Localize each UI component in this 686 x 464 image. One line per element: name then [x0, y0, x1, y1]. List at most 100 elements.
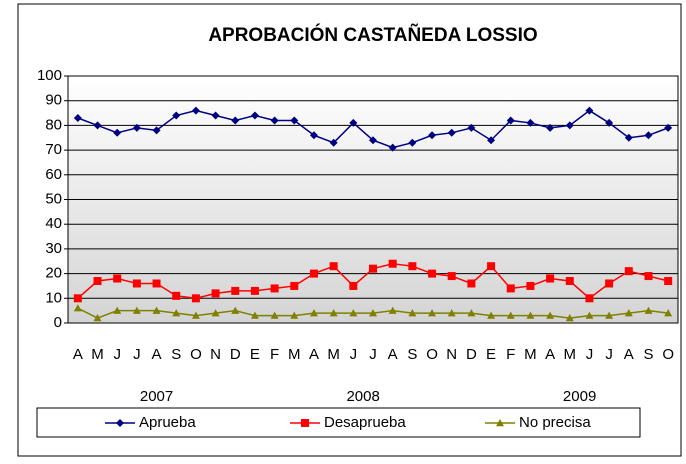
- marker: [546, 311, 555, 319]
- x-tick-label: M: [91, 346, 104, 363]
- x-tick-label: D: [466, 346, 477, 363]
- marker: [428, 309, 437, 317]
- marker: [231, 116, 240, 125]
- marker: [644, 306, 653, 314]
- marker: [73, 304, 82, 312]
- marker: [526, 118, 535, 127]
- legend-marker: [496, 419, 504, 427]
- y-tick-label: 60: [45, 166, 62, 183]
- marker: [250, 311, 259, 319]
- marker: [329, 138, 338, 147]
- x-tick-label: S: [643, 346, 653, 363]
- y-tick-label: 30: [45, 240, 62, 257]
- marker: [565, 277, 574, 286]
- y-tick-label: 80: [45, 116, 62, 133]
- marker: [250, 111, 259, 120]
- marker: [172, 111, 181, 120]
- y-tick-label: 0: [54, 314, 62, 331]
- x-tick-label: M: [288, 346, 301, 363]
- x-tick-label: M: [564, 346, 577, 363]
- x-tick-label: D: [230, 346, 241, 363]
- marker: [526, 311, 535, 319]
- marker: [585, 311, 594, 319]
- marker: [349, 309, 358, 317]
- marker: [309, 131, 318, 140]
- marker: [93, 314, 102, 322]
- marker: [113, 128, 122, 137]
- y-tick-label: 100: [37, 67, 62, 84]
- marker: [369, 136, 377, 145]
- marker: [467, 123, 476, 132]
- marker: [270, 284, 279, 293]
- marker: [369, 264, 377, 273]
- marker: [211, 309, 220, 317]
- x-tick-label: E: [250, 346, 260, 363]
- marker: [132, 306, 141, 314]
- x-tick-label: A: [388, 346, 398, 363]
- marker: [585, 294, 594, 303]
- marker: [644, 272, 653, 281]
- x-tick-label: F: [506, 346, 515, 363]
- marker: [93, 121, 102, 130]
- marker: [73, 294, 82, 303]
- year-label: 2008: [346, 388, 379, 405]
- x-tick-label: O: [662, 346, 674, 363]
- legend-marker: [116, 419, 124, 427]
- marker: [664, 309, 673, 317]
- marker: [546, 274, 555, 283]
- marker: [211, 289, 220, 298]
- x-tick-label: A: [545, 346, 555, 363]
- marker: [309, 269, 318, 278]
- x-tick-label: A: [624, 346, 634, 363]
- x-tick-label: A: [309, 346, 319, 363]
- marker: [250, 286, 259, 295]
- marker: [369, 309, 377, 317]
- x-tick-label: J: [605, 346, 613, 363]
- x-tick-label: E: [486, 346, 496, 363]
- marker: [624, 309, 633, 317]
- marker: [487, 262, 496, 271]
- y-tick-label: 50: [45, 190, 62, 207]
- marker: [132, 279, 141, 288]
- y-tick-label: 20: [45, 265, 62, 282]
- marker: [93, 277, 102, 286]
- marker: [506, 311, 515, 319]
- marker: [231, 286, 240, 295]
- marker: [467, 309, 476, 317]
- marker: [447, 309, 456, 317]
- marker: [152, 306, 161, 314]
- chart-title: APROBACIÓN CASTAÑEDA LOSSIO: [208, 24, 537, 46]
- legend-label: Desaprueba: [324, 414, 406, 431]
- marker: [388, 306, 397, 314]
- y-tick-label: 10: [45, 289, 62, 306]
- marker: [605, 311, 614, 319]
- marker: [526, 281, 535, 290]
- marker: [309, 309, 318, 317]
- marker: [624, 267, 633, 276]
- marker: [73, 113, 82, 122]
- x-tick-label: J: [113, 346, 121, 363]
- legend-label: No precisa: [519, 414, 591, 431]
- y-tick-label: 40: [45, 215, 62, 232]
- marker: [388, 259, 397, 268]
- marker: [172, 291, 181, 300]
- x-tick-label: M: [524, 346, 537, 363]
- marker: [113, 274, 122, 283]
- marker: [487, 136, 496, 145]
- year-label: 2009: [563, 388, 596, 405]
- marker: [565, 314, 574, 322]
- marker: [664, 277, 673, 286]
- marker: [191, 311, 200, 319]
- x-tick-label: F: [270, 346, 279, 363]
- year-label: 2007: [140, 388, 173, 405]
- marker: [349, 118, 358, 127]
- y-tick-label: 70: [45, 141, 62, 158]
- y-tick-label: 90: [45, 92, 62, 109]
- marker: [152, 279, 161, 288]
- marker: [546, 123, 555, 132]
- marker: [191, 294, 200, 303]
- marker: [290, 311, 299, 319]
- x-tick-label: O: [426, 346, 438, 363]
- marker: [605, 279, 614, 288]
